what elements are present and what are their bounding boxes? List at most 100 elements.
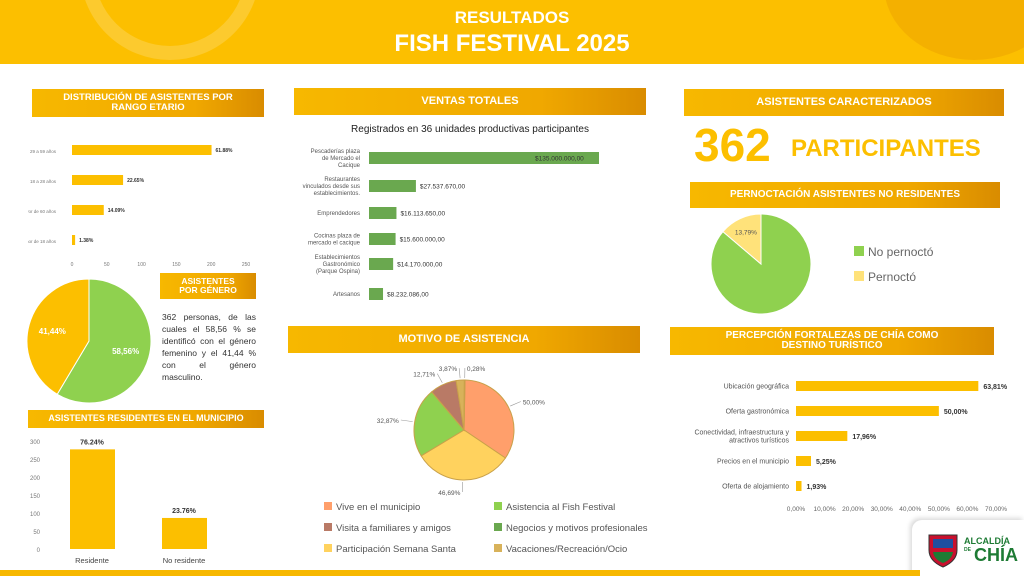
motivo-slice xyxy=(463,379,466,431)
percepcion-category-label: Precios en el municipio xyxy=(717,459,789,466)
gender-slice-label: 41,44% xyxy=(39,327,66,336)
percepcion-bar xyxy=(796,431,848,441)
section-title-pernoctacion: PERNOCTACIÓN ASISTENTES NO RESIDENTES xyxy=(690,182,1000,208)
ventas-bar-value: $8.232.086,00 xyxy=(387,292,429,299)
ventas-category-label: Cocinas plaza de mercado el cacique xyxy=(308,233,361,246)
age-bar xyxy=(72,145,212,155)
percepcion-bar-value: 17,96% xyxy=(852,434,877,441)
residentes-axis-tick: 250 xyxy=(30,458,41,464)
percepcion-bar-value: 50,00% xyxy=(944,409,969,416)
motivo-leader-line xyxy=(400,419,413,422)
ventas-subtitle: Registrados en 36 unidades productivas p… xyxy=(351,124,589,135)
residentes-axis-tick: 200 xyxy=(30,476,41,482)
percepcion-axis-tick: 50,00% xyxy=(928,506,950,513)
gender-slice xyxy=(56,278,152,404)
age-bar-value: 22.65% xyxy=(127,178,145,184)
pernoctacion-legend-swatch xyxy=(854,246,864,256)
section-title-motivo: MOTIVO DE ASISTENCIA xyxy=(288,326,640,353)
pernoctacion-legend-swatch xyxy=(854,271,864,281)
residentes-axis-tick: 0 xyxy=(37,548,41,554)
motivo-legend-label: Negocios y motivos profesionales xyxy=(506,523,648,534)
motivo-leader-line xyxy=(510,401,521,407)
participantes-number: 362 xyxy=(694,119,771,171)
percepcion-bar-value: 5,25% xyxy=(816,459,837,466)
percepcion-bar xyxy=(796,381,979,391)
percepcion-category-label: Oferta gastronómica xyxy=(726,409,790,416)
ventas-bar xyxy=(369,180,416,192)
age-bar-value: 1.38% xyxy=(79,238,94,244)
percepcion-category-label: Conectividad, infraestructura y atractivo… xyxy=(694,430,789,445)
motivo-slice-label: 12,71% xyxy=(413,372,435,379)
age-bar-value: 61.88% xyxy=(216,148,234,154)
ventas-bar xyxy=(369,233,396,245)
percepcion-category-label: Oferta de alojamiento xyxy=(722,484,789,491)
footer-bar xyxy=(0,570,920,576)
motivo-legend-swatch xyxy=(494,544,502,552)
percepcion-axis-tick: 30,00% xyxy=(871,506,893,513)
percepcion-axis-tick: 0,00% xyxy=(787,506,806,513)
residentes-bar xyxy=(70,449,115,549)
section-title-ventas: VENTAS TOTALES xyxy=(294,88,646,115)
motivo-slice-label: 0,28% xyxy=(467,366,486,373)
motivo-legend-label: Vacaciones/Recreación/Ocio xyxy=(506,544,627,555)
ventas-category-label: Establecimientos Gastronómico (Parque Ospi… xyxy=(315,255,361,275)
percepcion-bar-value: 63,81% xyxy=(983,384,1008,391)
motivo-slice-label: 3,87% xyxy=(439,366,458,373)
ventas-category-label: Restaurantes vinculados desde sus establec… xyxy=(303,177,361,197)
percepcion-axis-tick: 10,00% xyxy=(814,506,836,513)
motivo-leader-line xyxy=(437,373,443,383)
percepcion-bar xyxy=(796,456,811,466)
age-category-label: Mayor de 60 años xyxy=(28,209,57,214)
shield-icon xyxy=(928,534,958,568)
motivo-legend-swatch xyxy=(324,523,332,531)
ventas-bar-value: $16.113.650,00 xyxy=(400,211,445,218)
section-title-genero: ASISTENTES POR GÉNERO xyxy=(160,273,256,299)
chart-percepcion: Ubicación geográfica 63,81% Oferta gastron… xyxy=(694,381,1008,513)
motivo-legend-label: Asistencia al Fish Festival xyxy=(506,502,615,513)
ventas-bar-value: $14.170.000,00 xyxy=(397,262,443,269)
age-bar xyxy=(72,235,76,245)
pernoctacion-slice xyxy=(722,213,762,266)
ventas-bar xyxy=(369,288,384,300)
chart-motivo: 50,00% 46,69% 32,87% 12,71% 3,87% 0,28% xyxy=(377,366,545,496)
section-title-percepcion: PERCEPCIÓN FORTALEZAS DE CHÍA COMO DESTI… xyxy=(670,327,994,355)
percepcion-bar-value: 1,93% xyxy=(807,484,828,491)
motivo-slice-label: 32,87% xyxy=(377,418,399,425)
residentes-bar-value: 76.24% xyxy=(80,439,105,446)
residentes-category-label: Residente xyxy=(75,556,109,565)
section-title-edad: DISTRIBUCIÓN DE ASISTENTES POR RANGO ETA… xyxy=(32,89,264,117)
age-axis-tick: 100 xyxy=(137,262,146,268)
pernoctacion-legend-label: Pernoctó xyxy=(868,270,916,284)
percepcion-bar xyxy=(796,481,802,491)
age-bar xyxy=(72,205,104,215)
motivo-legend-swatch xyxy=(494,502,502,510)
pernoctacion-slice-label: 13,79% xyxy=(735,229,757,236)
ventas-bar xyxy=(369,152,599,164)
percepcion-bar xyxy=(796,406,939,416)
section-title-caracterizados: ASISTENTES CARACTERIZADOS xyxy=(684,89,1004,116)
residentes-bar-value: 23.76% xyxy=(172,508,197,515)
age-axis-tick: 50 xyxy=(104,262,110,268)
motivo-slice-label: 46,69% xyxy=(438,490,460,496)
residentes-axis-tick: 50 xyxy=(33,530,40,536)
age-axis-tick: 250 xyxy=(242,262,251,268)
residentes-category-label: No residente xyxy=(163,556,206,565)
ventas-bar xyxy=(369,258,394,270)
participantes-label: PARTICIPANTES xyxy=(791,135,981,162)
genero-description: 362 personas, de las cuales el 58,56 % s… xyxy=(162,312,256,382)
ventas-bar-value: $135.000.000,00 xyxy=(535,156,584,163)
residentes-axis-tick: 150 xyxy=(30,494,41,500)
motivo-legend-label: Visita a familiares y amigos xyxy=(336,523,451,534)
age-axis-tick: 0 xyxy=(71,262,74,268)
ventas-category-label: Emprendedores xyxy=(317,211,360,217)
age-category-label: Menor de 18 años xyxy=(28,239,57,244)
logo-line1: ALCALDÍA xyxy=(964,536,1010,546)
motivo-legend-swatch xyxy=(324,544,332,552)
age-bar xyxy=(72,175,124,185)
residentes-bar xyxy=(162,517,207,549)
gender-slice xyxy=(26,278,90,395)
chart-genero: 58,56% 41,44% xyxy=(26,278,152,404)
motivo-legend: Vive en el municipio Asistencia al Fish F… xyxy=(324,502,648,555)
motivo-legend-swatch xyxy=(324,502,332,510)
residentes-axis-tick: 100 xyxy=(30,512,41,518)
